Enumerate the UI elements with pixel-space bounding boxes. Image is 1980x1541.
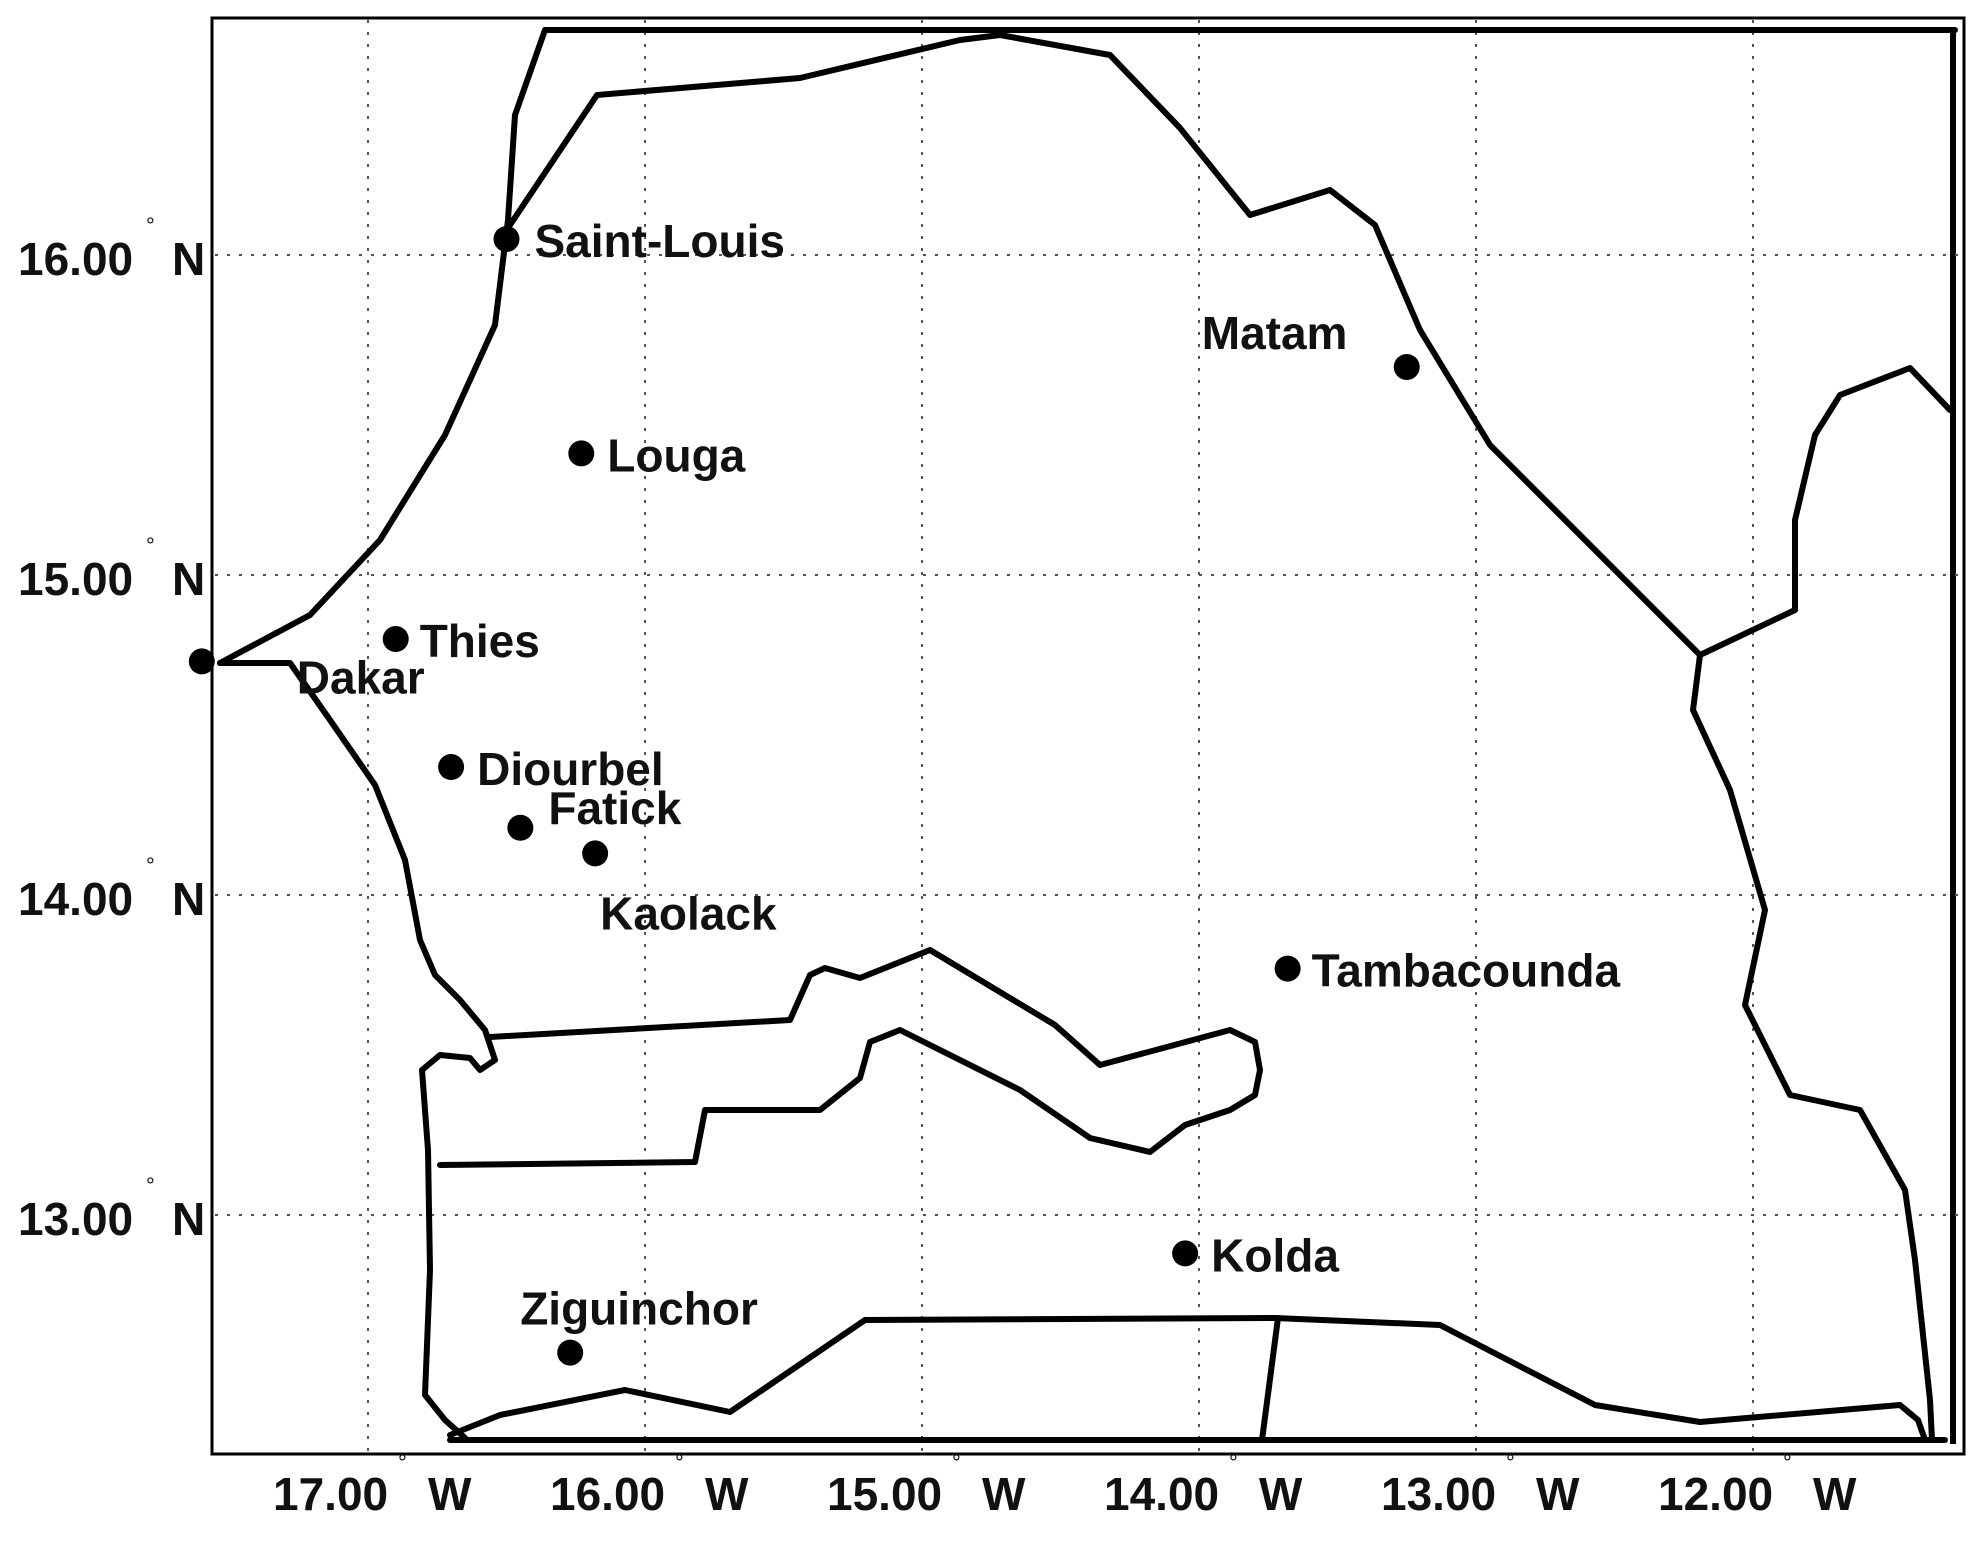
degree-symbol: ° — [146, 533, 155, 558]
city-label: Ziguinchor — [520, 1283, 758, 1335]
lon-tick-label: 14.00 — [1104, 1468, 1219, 1520]
city-label: Louga — [607, 429, 745, 481]
degree-symbol: ° — [146, 1173, 155, 1198]
city-marker — [188, 648, 215, 675]
lon-hemisphere-label: W — [428, 1468, 472, 1520]
degree-symbol: ° — [1506, 1450, 1515, 1475]
city-label: Saint-Louis — [535, 215, 785, 267]
city-label: Kolda — [1211, 1229, 1339, 1281]
degree-symbol: ° — [398, 1450, 407, 1475]
lon-hemisphere-label: W — [1813, 1468, 1857, 1520]
city-marker — [507, 814, 534, 841]
city-marker — [557, 1339, 584, 1366]
senegal-coast-north — [217, 27, 548, 666]
senegal-coast-west — [217, 660, 498, 1441]
city-label: Dakar — [297, 651, 425, 703]
city-marker — [438, 754, 465, 780]
degree-symbol: ° — [952, 1450, 961, 1475]
city-label: Tambacounda — [1312, 945, 1621, 997]
lat-tick-label: 15.00 — [18, 553, 133, 605]
degree-symbol: ° — [675, 1450, 684, 1475]
lat-hemisphere-label: N — [172, 553, 205, 605]
lon-hemisphere-label: W — [705, 1468, 749, 1520]
degree-symbol: ° — [146, 213, 155, 238]
city-marker — [1393, 354, 1420, 380]
lon-hemisphere-label: W — [982, 1468, 1026, 1520]
city-label: Diourbel — [477, 743, 664, 795]
lon-hemisphere-label: W — [1536, 1468, 1580, 1520]
lat-hemisphere-label: N — [172, 233, 205, 285]
lon-tick-label: 12.00 — [1658, 1468, 1773, 1520]
lon-tick-label: 17.00 — [273, 1468, 388, 1520]
city-label: Kaolack — [600, 887, 777, 939]
lon-tick-label: 13.00 — [1381, 1468, 1496, 1520]
guinea-bissau-inner-border — [1259, 1315, 1281, 1443]
lat-hemisphere-label: N — [172, 873, 205, 925]
lat-tick-label: 14.00 — [18, 873, 133, 925]
map-frame-right-edge — [1950, 30, 1956, 1444]
city-label: Fatick — [548, 782, 681, 834]
lat-tick-label: 16.00 — [18, 233, 133, 285]
mali-border — [1697, 365, 1953, 658]
gambia-north-border — [437, 947, 1263, 1168]
degree-symbol: ° — [1783, 1450, 1792, 1475]
lon-tick-label: 16.00 — [550, 1468, 665, 1520]
city-marker — [1172, 1240, 1199, 1267]
city-marker — [493, 226, 520, 252]
city-marker — [568, 440, 595, 467]
lon-hemisphere-label: W — [1259, 1468, 1303, 1520]
senegal-east-border — [1690, 652, 1935, 1443]
degree-symbol: ° — [1229, 1450, 1238, 1475]
city-label: Thies — [420, 615, 540, 667]
lat-tick-label: 13.00 — [18, 1193, 133, 1245]
lat-hemisphere-label: N — [172, 1193, 205, 1245]
guinea-border — [447, 1315, 1928, 1443]
degree-symbol: ° — [146, 853, 155, 878]
graticule — [215, 20, 1962, 1452]
city-marker — [1274, 955, 1301, 982]
latitude-labels: 16.00 ° N 15.00 ° N 14.00 ° N 13.00 ° N — [18, 213, 205, 1245]
senegal-north-border — [507, 32, 1703, 658]
country-borders — [217, 27, 1958, 1443]
city-label: Matam — [1202, 307, 1348, 359]
lon-tick-label: 15.00 — [827, 1468, 942, 1520]
longitude-labels: 17.00 ° W 16.00 ° W 15.00 ° W 14.00 ° W 13.00 ° W 12.00… — [273, 1450, 1857, 1520]
city-marker — [582, 840, 609, 867]
map-frame — [210, 16, 1966, 1456]
city-marker — [382, 626, 409, 652]
